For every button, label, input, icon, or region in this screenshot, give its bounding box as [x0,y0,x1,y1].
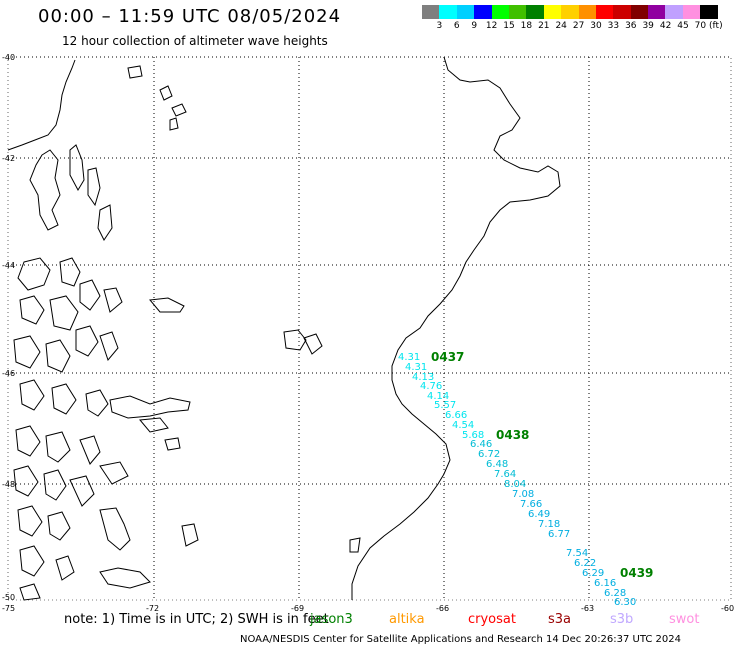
map-subtitle: 12 hour collection of altimeter wave hei… [62,34,328,48]
colorbar-label: 15 [503,21,515,31]
lon-label-69: -69 [291,604,304,613]
axis-labels: -40 -42 -44 -46 -48 -50 -75 -72 -69 -66 … [2,53,734,613]
colorbar-label: 39 [642,21,654,31]
chile-coastline [7,59,199,601]
lat-label-46: -46 [2,369,15,378]
swh-track: 4.314.314.134.764.145.576.664.545.686.46… [398,352,636,608]
swh-value: 4.13 [412,372,434,383]
swh-value: 6.77 [548,529,570,540]
graticule [8,56,731,600]
swh-value: 6.66 [445,410,467,421]
colorbar-swatch [456,5,475,19]
colorbar-swatch [700,5,718,19]
colorbar-label: 70 [694,21,707,31]
lat-label-42: -42 [2,154,15,163]
colorbar-swatch [630,5,649,19]
lat-label-50: -50 [2,593,15,602]
lon-label-72: -72 [146,604,159,613]
satellite-s3a: s3a [548,612,572,627]
colorbar-label: 24 [555,21,567,31]
colorbar-swatch [508,5,527,19]
swh-value: 6.46 [470,439,492,450]
colorbar-swatch [439,5,457,19]
swh-value: 7.18 [538,519,560,530]
map-title: 00:00 – 11:59 UTC 08/05/2024 [38,6,342,27]
colorbar-label: 45 [677,21,689,31]
colorbar-label: 42 [659,21,672,31]
colorbar-swatch [682,5,701,19]
swh-value: 6.28 [604,588,626,599]
swh-value: 6.22 [574,558,596,569]
colorbar-swatch [491,5,509,19]
swh-value: 5.57 [434,400,456,411]
colorbar-swatch [543,5,562,19]
argentina-coastline [283,56,561,600]
colorbar-label: 27 [572,21,585,31]
colorbar-label: 3 [436,21,443,31]
swh-value: 4.14 [427,391,449,402]
lon-label-63: -63 [581,604,594,613]
swh-value: 6.49 [528,509,550,520]
footer-credit: NOAA/NESDIS Center for Satellite Applica… [240,634,682,645]
swh-value: 4.76 [420,381,442,392]
colorbar-swatch [526,5,544,19]
colorbar-swatch [665,5,683,19]
colorbar-swatch [613,5,631,19]
swh-value: 8.04 [504,479,526,490]
lat-label-48: -48 [2,480,15,489]
satellite-cryosat: cryosat [468,612,516,627]
swh-value: 7.08 [512,489,534,500]
footer-note: note: 1) Time is in UTC; 2) SWH is in fe… [64,612,329,627]
pass-label-0437: 0437 [431,350,464,364]
colorbar-label: 12 [485,21,498,31]
swh-value: 4.31 [405,362,427,373]
colorbar-swatch [648,5,666,19]
colorbar-label: 9 [471,21,478,31]
pass-label-0438: 0438 [496,428,529,442]
colorbar-swatch [595,5,614,19]
swh-value: 6.16 [594,578,616,589]
satellite-jason3: jason3 [310,612,353,627]
satellite-swot: swot [669,612,700,627]
lat-label-44: -44 [2,261,15,270]
swh-value: 6.29 [582,568,604,579]
colorbar-label: 18 [520,21,533,31]
swh-value: 7.66 [520,499,542,510]
swh-value: 6.72 [478,449,500,460]
colorbar-label: 33 [607,21,620,31]
lat-label-40: -40 [2,53,15,62]
pass-label-0439: 0439 [620,566,653,580]
colorbar-unit: (ft) [709,21,723,31]
swh-value: 4.54 [452,420,474,431]
map-frame [7,56,732,601]
swh-value: 4.31 [398,352,420,363]
colorbar-label: 36 [625,21,637,31]
lon-label-75: -75 [2,604,15,613]
lon-label-66: -66 [436,604,449,613]
swh-value: 6.30 [614,597,636,608]
lon-label-60: -60 [721,604,734,613]
swh-value: 7.64 [494,469,516,480]
swh-value: 7.54 [566,548,588,559]
wave-height-colorbar [422,5,718,19]
colorbar-label: 21 [538,21,550,31]
colorbar-label: 30 [590,21,602,31]
satellite-altika: altika [389,612,425,627]
swh-value: 5.68 [462,430,484,441]
colorbar-swatch [561,5,579,19]
colorbar-swatch [422,5,440,19]
colorbar-label: 6 [453,21,460,31]
satellite-s3b: s3b [610,612,634,627]
swh-value: 6.48 [486,459,508,470]
colorbar-swatch [474,5,492,19]
colorbar-swatch [578,5,596,19]
